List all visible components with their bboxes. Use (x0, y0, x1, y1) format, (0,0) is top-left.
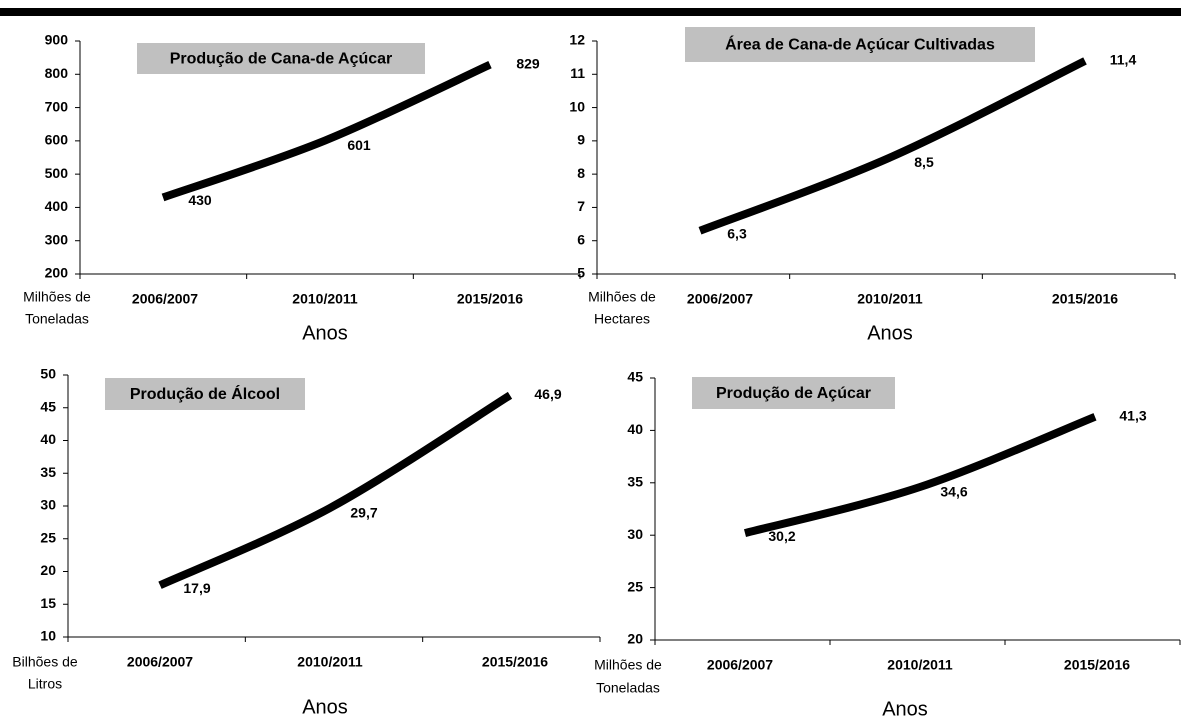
x-tick-label: 2010/2011 (887, 657, 953, 673)
chart-title: Produção de Cana-de Açúcar (170, 51, 393, 68)
y-tick-label: 25 (627, 578, 643, 594)
y-tick-label: 35 (627, 474, 643, 490)
data-label: 430 (188, 192, 212, 208)
y-axis-label: Bilhões de (12, 654, 78, 670)
y-axis-label: Litros (28, 676, 62, 692)
x-tick-label: 2015/2016 (1052, 291, 1118, 307)
data-line (698, 57, 1087, 235)
data-line (161, 60, 492, 202)
y-tick-label: 50 (40, 366, 56, 382)
x-tick-label: 2010/2011 (297, 654, 363, 670)
y-tick-label: 40 (627, 421, 643, 437)
y-tick-label: 600 (45, 132, 69, 148)
data-label: 17,9 (183, 580, 210, 596)
x-tick-label: 2010/2011 (857, 291, 923, 307)
y-tick-label: 25 (40, 529, 56, 545)
data-label: 29,7 (350, 505, 377, 521)
title-box (692, 377, 895, 409)
y-tick-label: 20 (40, 562, 56, 578)
x-axis-label: Anos (867, 322, 913, 344)
data-line (158, 391, 513, 589)
y-tick-label: 11 (570, 65, 585, 81)
y-tick-label: 30 (627, 526, 643, 542)
y-tick-label: 45 (40, 398, 56, 414)
y-tick-label: 10 (40, 628, 56, 644)
data-label: 601 (347, 137, 371, 153)
x-tick-label: 2006/2007 (687, 291, 753, 307)
x-tick-label: 2015/2016 (457, 291, 523, 307)
x-tick-label: 2006/2007 (132, 291, 198, 307)
chart-title: Produção de Açúcar (716, 385, 871, 402)
y-tick-label: 7 (577, 198, 585, 214)
data-label: 829 (516, 55, 540, 71)
y-tick-label: 35 (40, 464, 56, 480)
y-axis-label: Milhões de (23, 289, 91, 305)
y-tick-label: 15 (40, 595, 56, 611)
data-label: 46,9 (534, 386, 561, 402)
x-tick-label: 2010/2011 (292, 291, 358, 307)
y-tick-label: 30 (40, 497, 56, 513)
y-tick-label: 800 (45, 65, 69, 81)
x-tick-label: 2006/2007 (127, 654, 193, 670)
x-axis-label: Anos (302, 322, 348, 344)
y-axis-label: Toneladas (25, 311, 89, 327)
x-tick-label: 2015/2016 (482, 654, 548, 670)
chart-title: Área de Cana-de Açúcar Cultivadas (725, 35, 995, 54)
title-box (137, 43, 425, 74)
title-box (685, 27, 1035, 62)
y-tick-label: 900 (45, 32, 69, 48)
data-label: 6,3 (727, 225, 747, 241)
y-axis-label: Milhões de (588, 289, 656, 305)
y-tick-label: 200 (45, 265, 69, 281)
data-label: 30,2 (768, 528, 795, 544)
x-tick-label: 2015/2016 (1064, 657, 1130, 673)
y-axis-label: Hectares (594, 311, 650, 327)
data-label: 41,3 (1119, 407, 1146, 423)
y-tick-label: 700 (45, 98, 69, 114)
y-tick-label: 45 (627, 369, 643, 385)
data-label: 8,5 (914, 154, 934, 170)
data-label: 34,6 (940, 484, 967, 500)
y-tick-label: 8 (577, 165, 585, 181)
y-tick-label: 500 (45, 165, 69, 181)
y-tick-label: 40 (40, 431, 56, 447)
y-axis-label: Milhões de (594, 657, 662, 673)
title-box (105, 378, 305, 410)
top-bar (0, 8, 1181, 16)
y-tick-label: 5 (577, 265, 585, 281)
x-axis-label: Anos (882, 698, 928, 717)
y-tick-label: 400 (45, 198, 69, 214)
data-label: 11,4 (1110, 52, 1137, 68)
data-line (743, 413, 1097, 537)
y-tick-label: 9 (577, 132, 585, 148)
y-tick-label: 300 (45, 231, 69, 247)
y-tick-label: 20 (627, 631, 643, 647)
x-tick-label: 2006/2007 (707, 657, 773, 673)
y-axis-label: Toneladas (596, 680, 660, 696)
y-tick-label: 12 (569, 32, 585, 48)
y-tick-label: 6 (577, 231, 585, 247)
x-axis-label: Anos (302, 696, 348, 717)
y-tick-label: 10 (569, 98, 585, 114)
chart-title: Produção de Álcool (130, 384, 280, 403)
